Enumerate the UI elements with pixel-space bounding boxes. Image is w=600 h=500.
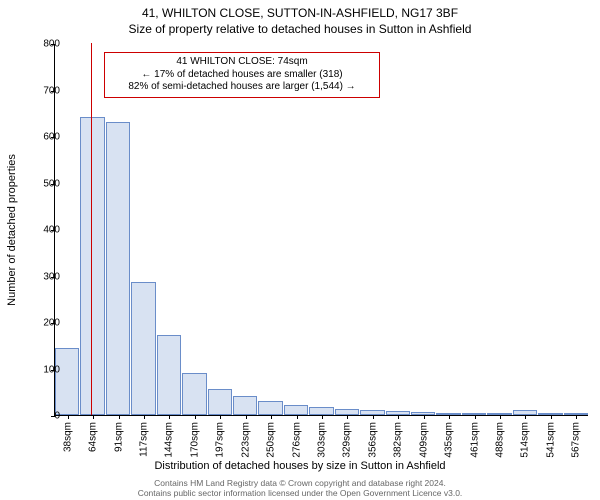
x-tick-label: 117sqm [139, 422, 150, 457]
x-tick-label: 329sqm [342, 422, 353, 458]
chart-area: 38sqm64sqm91sqm117sqm144sqm170sqm197sqm2… [54, 44, 588, 416]
y-tick-label: 100 [30, 364, 60, 375]
histogram-bar [284, 405, 308, 415]
x-tick-label: 276sqm [291, 422, 302, 458]
x-tick-label: 541sqm [545, 422, 556, 458]
y-tick-label: 300 [30, 271, 60, 282]
x-tick-label: 435sqm [444, 422, 455, 458]
x-tick-mark [195, 415, 196, 419]
y-tick-label: 0 [30, 411, 60, 422]
x-tick-label: 567sqm [571, 422, 582, 458]
x-tick-mark [144, 415, 145, 419]
x-tick-label: 170sqm [189, 422, 200, 458]
callout-line3: 82% of semi-detached houses are larger (… [111, 81, 373, 94]
footer-line1: Contains HM Land Registry data © Crown c… [0, 478, 600, 488]
x-tick-mark [246, 415, 247, 419]
plot-region: 38sqm64sqm91sqm117sqm144sqm170sqm197sqm2… [54, 44, 588, 416]
x-tick-label: 144sqm [164, 422, 175, 458]
histogram-bar [309, 407, 333, 415]
histogram-bar [182, 373, 206, 415]
x-tick-label: 38sqm [62, 422, 73, 452]
histogram-bar [131, 282, 155, 415]
callout-line2: ← 17% of detached houses are smaller (31… [111, 69, 373, 82]
histogram-bar [157, 335, 181, 415]
callout-box: 41 WHILTON CLOSE: 74sqm ← 17% of detache… [104, 52, 380, 98]
x-tick-mark [169, 415, 170, 419]
y-tick-label: 600 [30, 132, 60, 143]
x-tick-mark [373, 415, 374, 419]
x-tick-mark [398, 415, 399, 419]
y-tick-label: 400 [30, 225, 60, 236]
x-tick-label: 197sqm [215, 422, 226, 458]
x-tick-mark [525, 415, 526, 419]
y-axis-label: Number of detached properties [6, 154, 18, 306]
x-tick-mark [475, 415, 476, 419]
x-tick-mark [271, 415, 272, 419]
chart-title-sub: Size of property relative to detached ho… [0, 20, 600, 36]
x-tick-label: 303sqm [317, 422, 328, 458]
histogram-bar [106, 122, 130, 415]
x-tick-mark [449, 415, 450, 419]
x-tick-mark [551, 415, 552, 419]
x-tick-label: 514sqm [520, 422, 531, 458]
x-tick-mark [297, 415, 298, 419]
histogram-bar [258, 401, 282, 415]
x-axis-label: Distribution of detached houses by size … [0, 460, 600, 472]
x-tick-label: 250sqm [266, 422, 277, 458]
footer-attribution: Contains HM Land Registry data © Crown c… [0, 478, 600, 498]
x-tick-label: 356sqm [367, 422, 378, 458]
x-tick-mark [322, 415, 323, 419]
x-tick-label: 461sqm [469, 422, 480, 458]
y-tick-label: 500 [30, 178, 60, 189]
histogram-bar [208, 389, 232, 415]
x-tick-mark [347, 415, 348, 419]
x-tick-label: 223sqm [240, 422, 251, 458]
chart-title-main: 41, WHILTON CLOSE, SUTTON-IN-ASHFIELD, N… [0, 0, 600, 20]
x-tick-mark [500, 415, 501, 419]
x-tick-label: 488sqm [495, 422, 506, 458]
x-tick-mark [68, 415, 69, 419]
histogram-bar [55, 348, 79, 415]
x-tick-label: 409sqm [418, 422, 429, 458]
x-tick-mark [576, 415, 577, 419]
histogram-bar [233, 396, 257, 415]
x-tick-label: 382sqm [393, 422, 404, 458]
x-tick-label: 91sqm [113, 422, 124, 452]
histogram-bar [80, 117, 104, 415]
x-tick-label: 64sqm [88, 422, 99, 452]
x-tick-mark [93, 415, 94, 419]
x-tick-mark [424, 415, 425, 419]
y-tick-label: 200 [30, 318, 60, 329]
y-tick-label: 700 [30, 85, 60, 96]
x-tick-mark [119, 415, 120, 419]
callout-line1: 41 WHILTON CLOSE: 74sqm [111, 56, 373, 69]
footer-line2: Contains public sector information licen… [0, 488, 600, 498]
property-marker-line [91, 43, 92, 415]
x-tick-mark [220, 415, 221, 419]
y-tick-label: 800 [30, 39, 60, 50]
